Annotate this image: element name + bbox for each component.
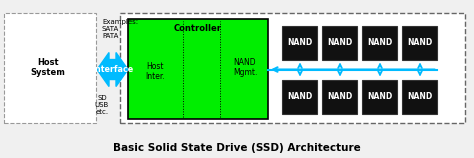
Bar bbox=[402, 26, 438, 60]
Text: NAND: NAND bbox=[287, 92, 313, 101]
Bar bbox=[4, 12, 96, 122]
Bar bbox=[402, 79, 438, 113]
Text: Host
Inter.: Host Inter. bbox=[145, 62, 165, 81]
Text: SD
USB
etc.: SD USB etc. bbox=[95, 94, 109, 115]
Text: Interface: Interface bbox=[92, 65, 133, 74]
Text: NAND: NAND bbox=[328, 38, 353, 47]
Bar bbox=[128, 18, 268, 118]
Bar bbox=[363, 79, 398, 113]
Text: NAND: NAND bbox=[328, 92, 353, 101]
Text: Controller: Controller bbox=[174, 24, 222, 33]
Text: NAND: NAND bbox=[287, 38, 313, 47]
Bar bbox=[322, 26, 357, 60]
Bar bbox=[363, 26, 398, 60]
Text: Host
System: Host System bbox=[30, 58, 65, 77]
Text: Basic Solid State Drive (SSD) Architecture: Basic Solid State Drive (SSD) Architectu… bbox=[113, 143, 361, 152]
Text: NAND: NAND bbox=[367, 38, 392, 47]
Text: Examples:
SATA
PATA: Examples: SATA PATA bbox=[102, 18, 138, 39]
Text: NAND: NAND bbox=[367, 92, 392, 101]
Bar bbox=[322, 79, 357, 113]
Text: NAND: NAND bbox=[407, 92, 433, 101]
Polygon shape bbox=[97, 52, 128, 87]
Bar bbox=[283, 26, 318, 60]
Bar bbox=[283, 79, 318, 113]
Text: NAND
Mgmt.: NAND Mgmt. bbox=[233, 58, 257, 77]
Bar bbox=[120, 12, 465, 122]
Text: NAND: NAND bbox=[407, 38, 433, 47]
